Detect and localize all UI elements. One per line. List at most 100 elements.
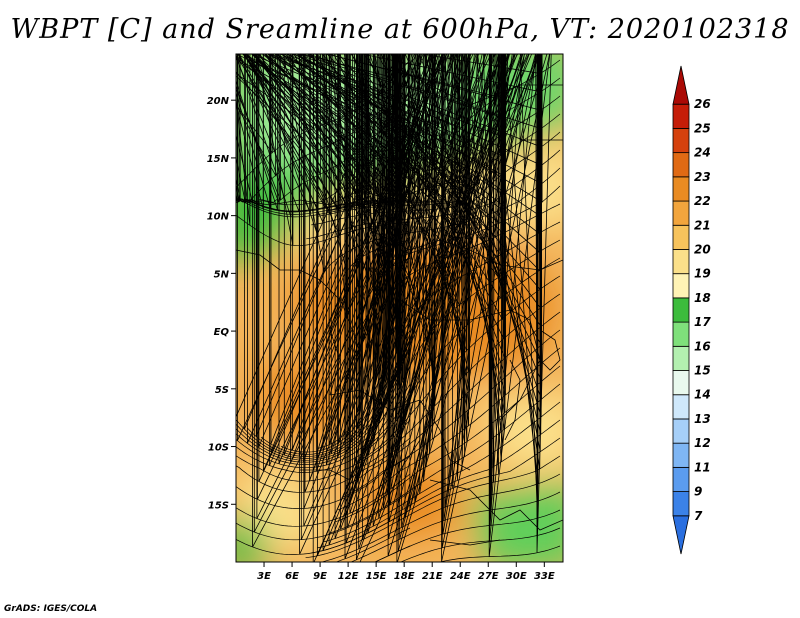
colorbar-label: 14 [694, 388, 711, 402]
streamline-arrow [347, 54, 509, 528]
streamline-arrow [457, 54, 479, 481]
streamline-arrow [316, 54, 454, 472]
streamline-arrow [447, 54, 542, 435]
streamline-arrow [257, 54, 474, 500]
streamline-arrow [244, 54, 407, 430]
streamline-arrow [236, 54, 365, 170]
streamline-arrow [354, 54, 453, 466]
colorbar-segment [672, 466, 690, 492]
streamline-arrow [409, 54, 436, 406]
streamline-arrow [238, 54, 311, 214]
colorbar-segment [672, 394, 690, 420]
streamline-arrow [270, 54, 431, 452]
lon-tick-label: 3E [257, 571, 271, 582]
streamline-arrow [329, 54, 419, 310]
streamline-arrow [278, 54, 443, 464]
colorbar-label: 7 [694, 509, 703, 523]
streamline-arrow [300, 54, 395, 79]
streamline-arrow [236, 54, 246, 203]
colorbar-label: 23 [694, 170, 711, 184]
streamline-arrow [425, 54, 463, 467]
streamline-arrow [536, 54, 552, 553]
streamline-arrow [399, 54, 525, 540]
streamline-arrow [351, 54, 464, 329]
streamline-arrow [283, 54, 435, 456]
streamline-arrow [245, 54, 366, 203]
colorbar: 7 9 11 12 13 14 15 16 17 18 19 20 21 22 23 24 25 26 [672, 65, 711, 555]
streamline-arrow [242, 54, 368, 191]
streamline-arrow [489, 54, 523, 526]
colorbar-segment [672, 200, 690, 226]
streamline-arrow [447, 54, 492, 497]
lon-tick-label: 6E [285, 571, 299, 582]
streamline-arrow [477, 54, 541, 469]
colorbar-label: 25 [694, 121, 711, 135]
streamline-arrow [273, 54, 462, 129]
colorbar-segment [672, 370, 690, 396]
streamline-arrow [317, 54, 533, 556]
streamline-arrow [258, 54, 365, 226]
streamline-arrow [416, 54, 471, 409]
lat-tick-label: 15S [208, 500, 229, 511]
streamline-arrow [334, 54, 518, 539]
streamline-arrow [401, 54, 515, 528]
streamline-arrow [390, 54, 478, 489]
streamline-arrow [373, 54, 433, 442]
streamline-arrow [330, 54, 439, 454]
streamline-arrow [253, 54, 505, 533]
streamline-arrow [348, 54, 437, 450]
streamline [374, 545, 411, 562]
streamline [337, 347, 561, 511]
streamline-arrow [452, 54, 485, 489]
streamline-arrow [289, 54, 455, 242]
lon-tick-label: 27E [478, 571, 499, 582]
streamline-arrow [419, 54, 486, 494]
map-frame [235, 53, 564, 563]
streamline-arrow [236, 54, 273, 154]
streamline [236, 383, 411, 469]
streamline-arrow [358, 54, 530, 549]
colorbar-label: 22 [694, 194, 711, 208]
streamline-arrow [326, 54, 449, 466]
streamline-arrow [369, 54, 467, 351]
colorbar-label: 17 [694, 315, 711, 329]
streamline-arrow [236, 54, 281, 201]
streamline-arrow [483, 54, 495, 483]
map-title: WBPT [C] and Sreamline at 600hPa, VT: 20… [10, 14, 790, 45]
colorbar-segment [672, 103, 690, 129]
colorbar-segment [672, 128, 690, 154]
streamline-arrow [388, 54, 508, 522]
streamline [346, 311, 561, 486]
streamline [236, 491, 411, 541]
latitude-axis: 20N 15N 10N 5N EQ 5S 10S 15S [207, 96, 236, 511]
streamline-arrow [255, 54, 415, 437]
streamline-arrow [358, 54, 428, 438]
streamline-arrow [315, 54, 540, 253]
streamline-arrow [236, 54, 271, 209]
streamline-arrow [358, 54, 371, 358]
colorbar-segment [672, 273, 690, 299]
streamline-arrow [292, 54, 500, 225]
colorbar-label: 9 [694, 485, 702, 499]
streamline-arrow [359, 54, 397, 353]
streamline-arrow [424, 54, 435, 424]
colorbar-label: 19 [694, 267, 711, 281]
streamline [236, 473, 411, 527]
streamline-arrow [349, 54, 496, 514]
streamline-arrow [424, 54, 506, 413]
streamline-arrow [462, 54, 541, 452]
streamline-arrow [255, 54, 319, 237]
colorbar-segment [672, 65, 690, 105]
streamline-arrow [444, 54, 501, 508]
streamline-arrow [443, 54, 513, 521]
streamline-arrow [387, 54, 540, 557]
lon-tick-label: 9E [313, 571, 327, 582]
colorbar-label: 26 [694, 97, 711, 111]
streamline [236, 455, 411, 509]
streamline-arrow [274, 54, 410, 235]
streamline-arrow [423, 54, 475, 482]
colorbar-segment [672, 224, 690, 250]
streamline-arrow [256, 54, 492, 519]
streamline-arrow [297, 54, 497, 238]
